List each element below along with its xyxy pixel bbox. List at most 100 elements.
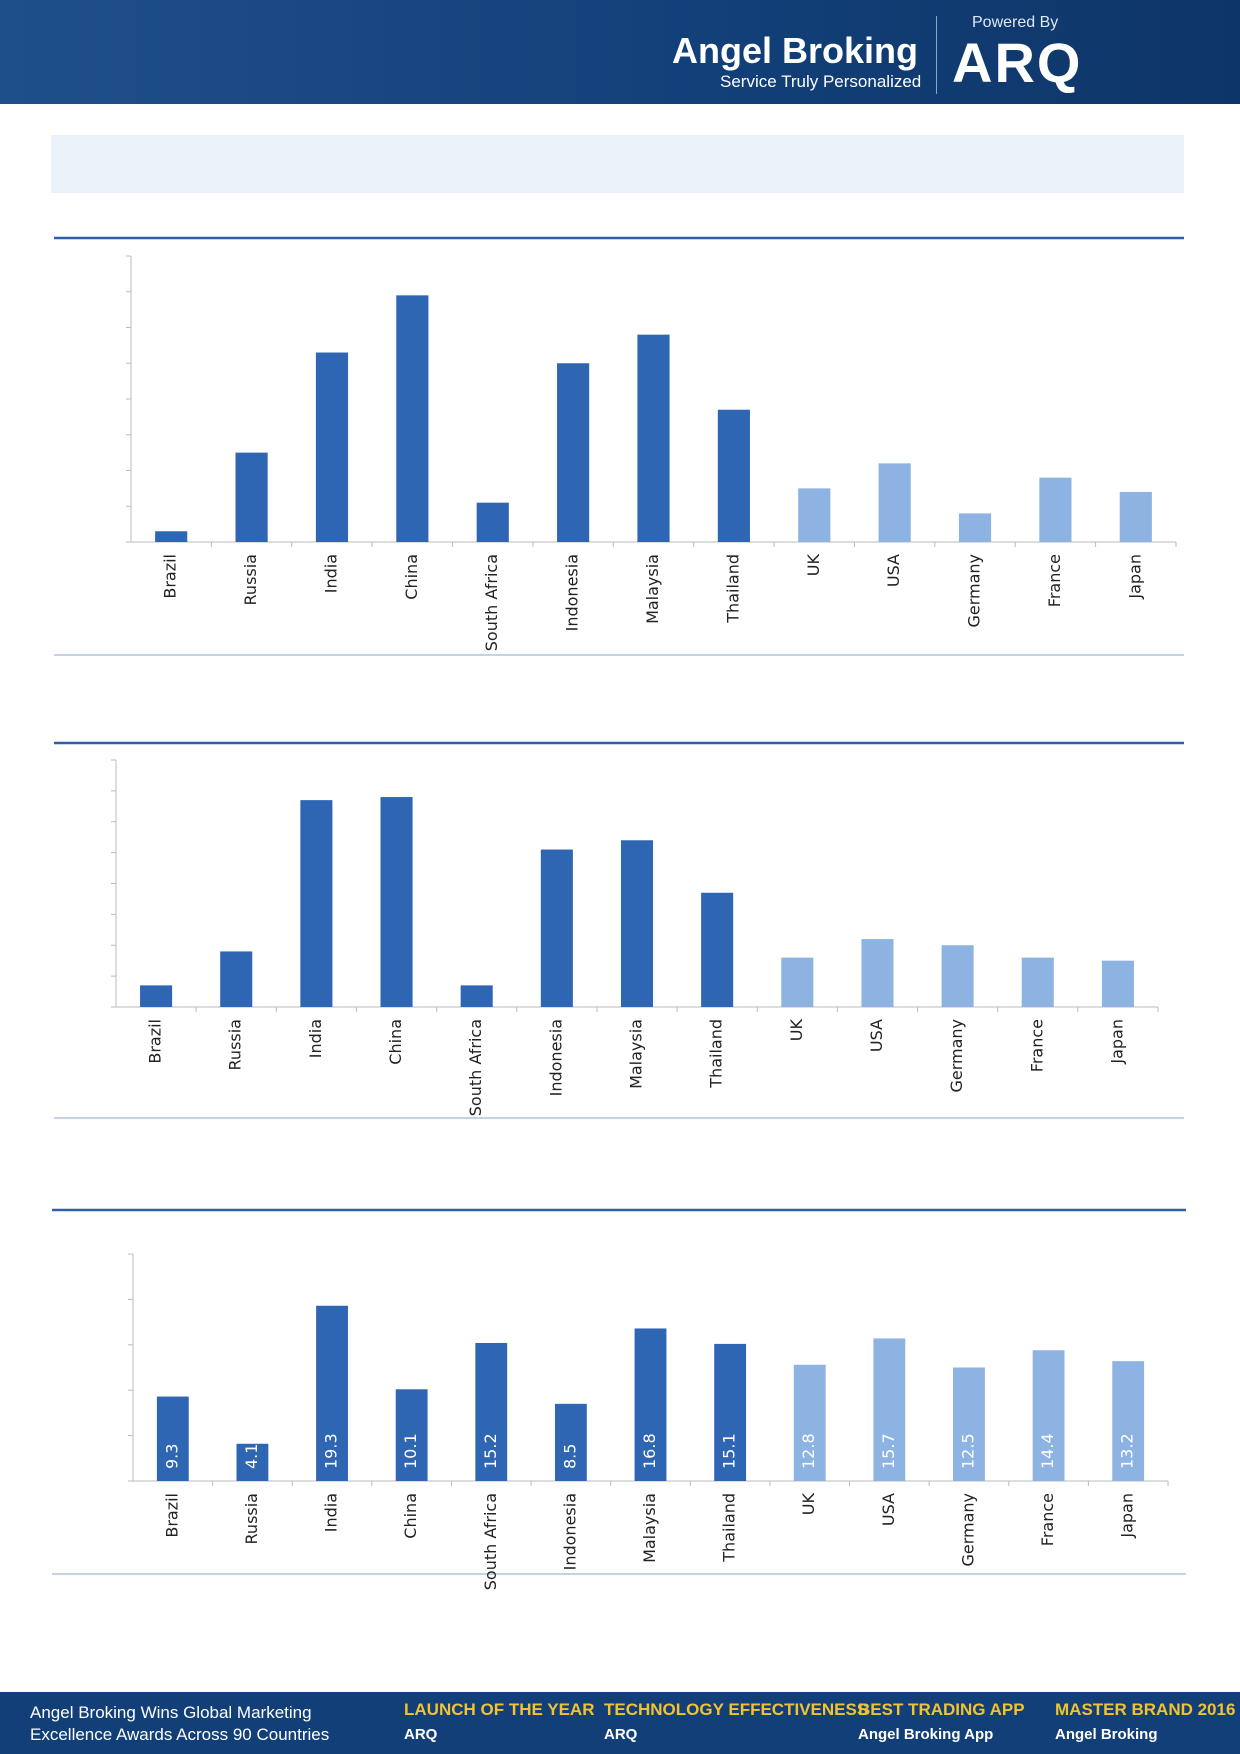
bar: [235, 452, 268, 542]
value-label: 9.3: [162, 1444, 181, 1469]
value-label: 10.1: [401, 1433, 420, 1469]
x-tick-label: China: [401, 1493, 420, 1539]
x-tick-label: South Africa: [481, 1493, 500, 1590]
award-product: ARQ: [404, 1726, 438, 1743]
award-product: Angel Broking App: [858, 1726, 994, 1743]
award-title: BEST TRADING APP: [858, 1700, 1025, 1719]
bar: [861, 939, 894, 1007]
x-tick-label: France: [1045, 554, 1064, 607]
x-tick-label: Indonesia: [560, 1493, 579, 1570]
x-tick-label: Brazil: [146, 1019, 165, 1064]
x-tick-label: Russia: [241, 554, 260, 605]
bar: [540, 849, 573, 1007]
bar: [781, 957, 814, 1007]
brand: Angel Broking: [672, 30, 919, 71]
award-product: Angel Broking: [1055, 1726, 1158, 1743]
bar: [1021, 957, 1054, 1007]
bar: [557, 363, 590, 542]
x-tick-label: Japan: [1125, 554, 1144, 600]
bar: [300, 800, 333, 1007]
value-label: 12.5: [958, 1433, 977, 1469]
value-label: 8.5: [560, 1444, 579, 1469]
award-title: TECHNOLOGY EFFECTIVENESS: [604, 1700, 869, 1719]
bar: [793, 1364, 826, 1481]
award-product: ARQ: [604, 1726, 638, 1743]
bar: [460, 985, 493, 1007]
bar: [1112, 1361, 1145, 1481]
x-tick-label: Malaysia: [627, 1019, 646, 1089]
x-tick-label: Thailand: [707, 1019, 726, 1089]
award: MASTER BRAND 2016 Angel Broking: [1055, 1700, 1235, 1743]
award: BEST TRADING APP Angel Broking App: [858, 1700, 1025, 1743]
bar: [220, 951, 253, 1007]
bar: [953, 1367, 985, 1481]
bar: [958, 513, 992, 542]
x-tick-label: Indonesia: [563, 554, 582, 631]
bar: [637, 334, 670, 542]
x-tick-label: Germany: [965, 554, 984, 628]
bar: [798, 488, 831, 542]
bar: [395, 1389, 428, 1481]
x-tick-label: Japan: [1107, 1019, 1126, 1065]
value-label: 15.2: [481, 1433, 500, 1469]
bar: [717, 409, 750, 542]
bar: [315, 352, 349, 542]
value-label: 15.1: [720, 1433, 739, 1469]
value-label: 16.8: [640, 1433, 659, 1469]
product-logo: ARQ: [952, 31, 1083, 94]
value-label: 12.8: [799, 1433, 818, 1469]
x-tick-label: China: [402, 554, 421, 600]
bar: [701, 892, 734, 1007]
x-tick-label: UK: [799, 1492, 818, 1515]
bar: [475, 1342, 508, 1481]
x-tick-label: Japan: [1118, 1493, 1137, 1539]
x-tick-label: Indonesia: [546, 1019, 565, 1096]
summary-box: [51, 135, 1184, 193]
x-tick-label: UK: [804, 553, 823, 576]
x-tick-label: Brazil: [162, 1493, 181, 1538]
x-tick-label: Malaysia: [643, 554, 662, 624]
value-label: 14.4: [1038, 1433, 1057, 1469]
x-tick-label: Germany: [958, 1493, 977, 1567]
x-tick-label: USA: [867, 1019, 886, 1052]
x-tick-label: Thailand: [723, 554, 742, 624]
bar: [396, 295, 429, 542]
divider: [936, 16, 937, 94]
x-tick-label: USA: [879, 1493, 898, 1526]
bar: [155, 531, 188, 542]
x-tick-label: Russia: [242, 1493, 261, 1544]
tagline: Service Truly Personalized: [720, 72, 922, 91]
x-tick-label: Thailand: [720, 1493, 739, 1563]
footer-headline: Angel Broking Wins Global Marketing Exce…: [30, 1703, 330, 1744]
bar: [380, 797, 413, 1007]
x-tick-label: India: [306, 1019, 325, 1058]
x-tick-label: Germany: [947, 1019, 966, 1093]
x-tick-label: South Africa: [482, 554, 501, 651]
bar: [714, 1343, 747, 1481]
x-tick-label: UK: [787, 1018, 806, 1041]
bar: [620, 840, 654, 1007]
x-tick-label: Russia: [226, 1019, 245, 1070]
bar: [873, 1338, 906, 1481]
x-tick-label: USA: [884, 554, 903, 587]
value-label: 13.2: [1118, 1433, 1137, 1469]
value-label: 19.3: [322, 1433, 341, 1469]
award-title: LAUNCH OF THE YEAR: [404, 1700, 595, 1719]
award: TECHNOLOGY EFFECTIVENESS ARQ: [604, 1700, 868, 1743]
bar: [476, 502, 509, 542]
x-tick-label: China: [386, 1019, 405, 1065]
bar: [1032, 1350, 1065, 1481]
x-tick-label: India: [321, 554, 340, 593]
value-label: 15.7: [879, 1433, 898, 1469]
x-tick-label: India: [322, 1493, 341, 1532]
x-tick-label: France: [1027, 1019, 1046, 1072]
x-tick-label: South Africa: [466, 1019, 485, 1116]
value-label: 4.1: [242, 1444, 261, 1469]
bar: [1039, 477, 1072, 542]
x-tick-label: France: [1038, 1493, 1057, 1546]
x-tick-label: Malaysia: [640, 1493, 659, 1563]
award: LAUNCH OF THE YEAR ARQ: [404, 1700, 594, 1743]
bar: [156, 1396, 189, 1481]
